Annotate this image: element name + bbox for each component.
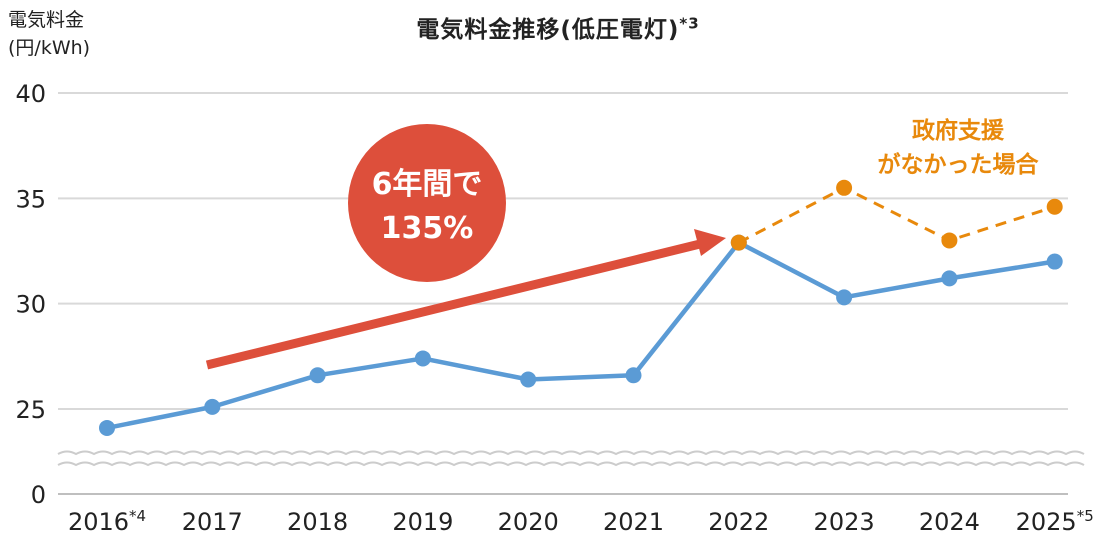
chart-title-note: *3 [679,14,700,33]
series-line-actual [106,240,1056,431]
axis-break-wave [57,450,1085,456]
x-tick-label: 2018 [287,508,348,536]
y-tick-label: 0 [31,481,46,509]
growth-arrow-shaft [205,239,702,370]
x-tick-label: 2016*4 [68,507,146,536]
x-tick-label: 2023 [814,508,875,536]
chart-title-wrap: 電気料金推移(低圧電灯)*3 [0,10,1116,44]
x-tick-label: 2024 [919,508,980,536]
x-tick-label: 2022 [708,508,769,536]
point-actual [1046,253,1063,270]
x-tick-label: 2019 [392,508,453,536]
y-axis-title-line1: 電気料金 [8,9,85,31]
x-tick-note: *5 [1077,507,1094,525]
growth-badge [348,124,506,282]
y-tick-label: 35 [15,185,46,213]
x-tick-label: 2017 [182,508,243,536]
y-axis-title-line2: (円/kWh) [8,37,91,59]
chart-title: 電気料金推移(低圧電灯)*3 [416,10,699,44]
series-line-no-support [738,186,1056,244]
no-support-label-line2: がなかった場合 [878,151,1040,178]
point-actual [941,270,958,287]
point-actual [414,350,431,367]
y-axis-title: 電気料金 (円/kWh) [8,6,90,62]
point-actual [204,398,221,415]
x-tick-label: 2025*5 [1016,507,1094,536]
no-support-label-line1: 政府支援 [912,117,1005,144]
point-no-support [1046,198,1063,215]
axis-break-gap [58,451,1068,467]
x-tick-note: *4 [129,507,146,525]
point-no-support [730,234,747,251]
axis-break-wave [57,461,1085,467]
point-actual [520,371,537,388]
point-actual [309,367,326,384]
growth-badge-line2: 135% [381,211,474,246]
x-tick-label: 2021 [603,508,664,536]
growth-badge-line1: 6年間で [372,167,483,202]
point-actual [99,419,115,436]
y-tick-label: 25 [15,396,46,424]
growth-arrow-head [694,229,726,256]
x-tick-label: 2020 [498,508,559,536]
y-tick-label: 30 [15,291,46,319]
point-actual [836,289,853,306]
point-no-support [941,232,958,249]
y-tick-label: 40 [15,80,46,108]
point-no-support [836,179,853,196]
chart-title-text: 電気料金推移(低圧電灯) [416,17,680,43]
point-actual [625,367,642,384]
